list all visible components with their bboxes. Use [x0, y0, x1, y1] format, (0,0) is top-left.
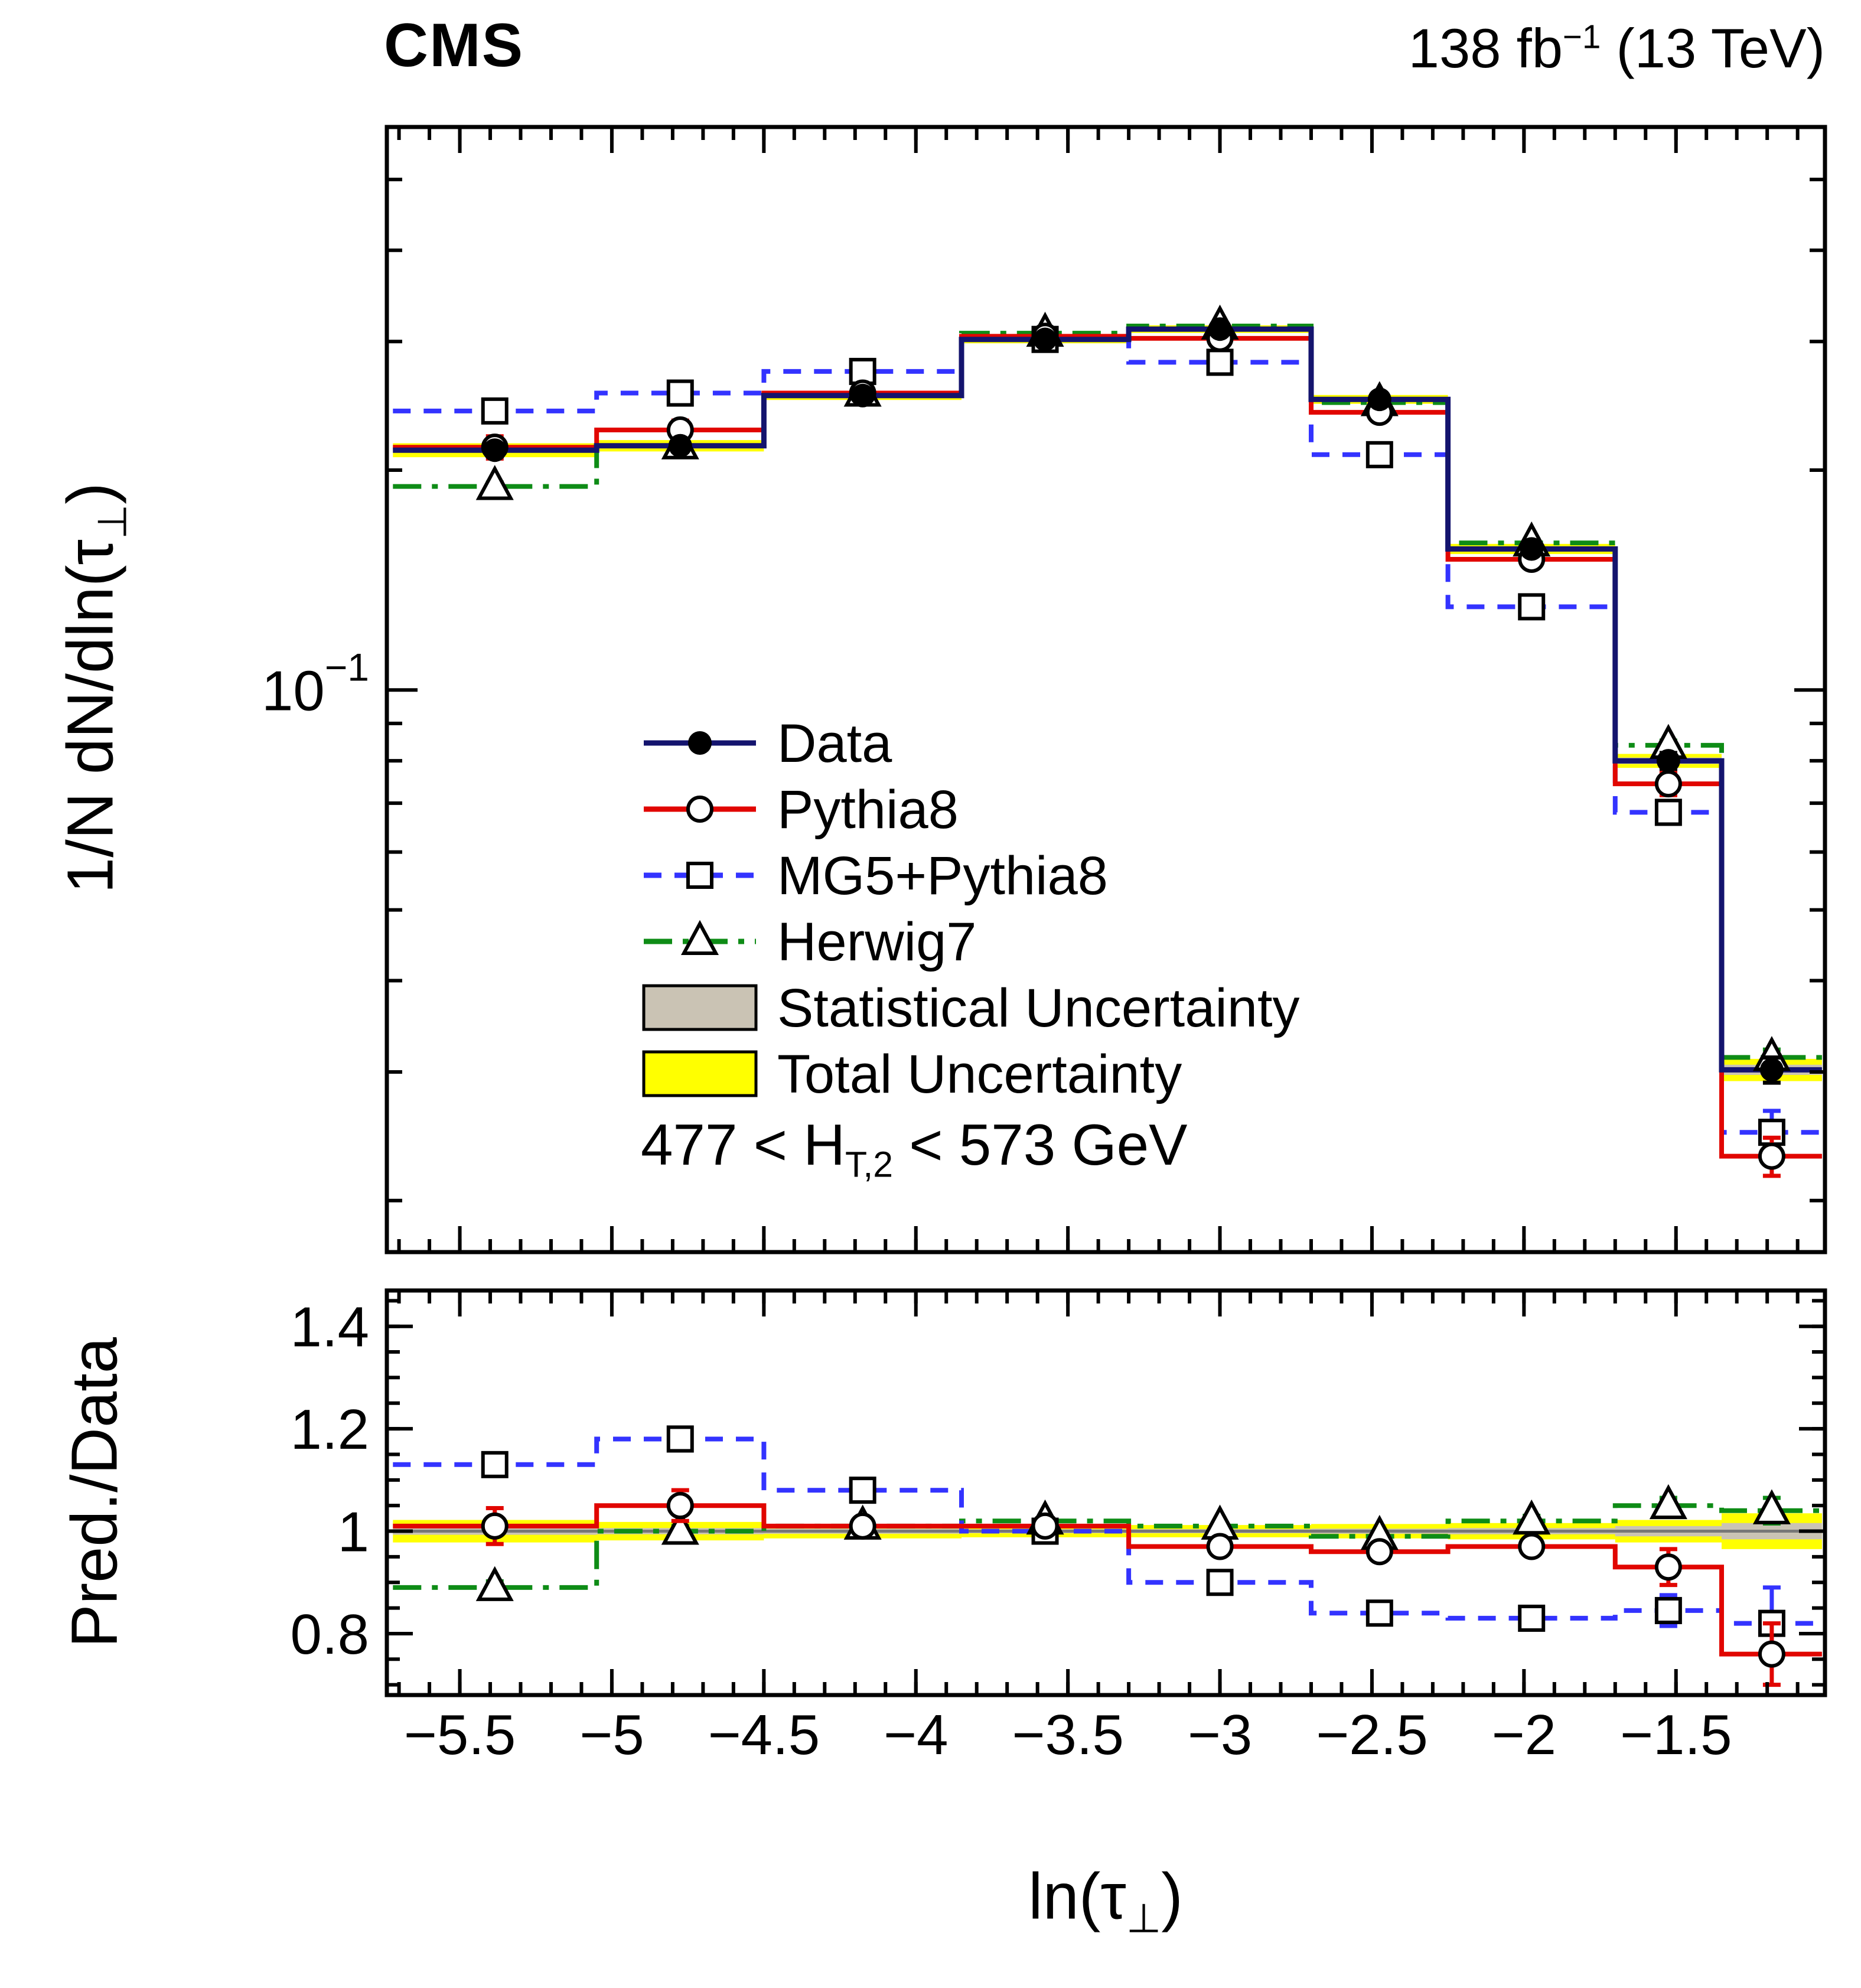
annotation-sub: T,2	[845, 1144, 894, 1185]
legend-item-pythia8: Pythia8	[644, 780, 959, 840]
legend-item-total-uncertainty: Total Uncertainty	[642, 1044, 1182, 1104]
x-tick-label: −2	[1492, 1703, 1556, 1767]
axes	[384, 125, 1827, 1697]
y-main-sub: ⊥	[90, 504, 135, 540]
markers-data	[483, 317, 1784, 1085]
tick-labels: −5.5 −5 −4.5 −4 −3.5 −3 −2.5 −2 −1.5 0.8 1 1.2 1.4 10…	[262, 645, 1732, 1767]
x-tick-label: −5	[579, 1703, 644, 1767]
y-main-post: )	[54, 483, 127, 504]
legend-item-statistical-uncertainty: Statistical Uncertainty	[642, 978, 1300, 1038]
svg-text:Statistical Uncertainty: Statistical Uncertainty	[777, 978, 1300, 1038]
x-tick-label: −2.5	[1316, 1703, 1428, 1767]
x-tick-label: −3	[1188, 1703, 1252, 1767]
y-axis-title-main: 1/N dN/dln(τ⊥)	[53, 483, 136, 894]
x-title-pre: ln(τ	[1028, 1860, 1126, 1933]
total-uncertainty-band-main	[393, 325, 1822, 1081]
x-tick-label: −3.5	[1012, 1703, 1124, 1767]
y-axis-title-ratio: Pred./Data	[58, 1337, 131, 1648]
x-title-sub: ⊥	[1126, 1896, 1162, 1941]
cms-logo-label: CMS	[384, 11, 524, 80]
ht-range-annotation: 477 < HT,2 < 573 GeV	[641, 1112, 1188, 1185]
ratio-panel	[387, 1425, 1825, 1687]
ratio-markers-pythia8	[481, 1488, 1785, 1687]
legend-item-data: Data	[644, 713, 892, 774]
ratio-y-tick-label: 0.8	[291, 1603, 369, 1666]
y-main-pre: 1/N dN/dln(τ	[54, 539, 127, 894]
main-panel	[393, 304, 1822, 1178]
annotation-post: < 573 GeV	[893, 1112, 1188, 1177]
x-tick-label: −1.5	[1620, 1703, 1732, 1767]
legend-item-herwig7: Herwig7	[644, 912, 976, 972]
luminosity-label: 138 fb−1 (13 TeV)	[1409, 17, 1825, 80]
stat-uncertainty-band-main	[393, 328, 1822, 1075]
ratio-hist-pythia8	[393, 1503, 1822, 1657]
ratio-frame	[384, 1288, 1827, 1697]
svg-text:Total Uncertainty: Total Uncertainty	[777, 1044, 1182, 1104]
ratio-y-tick-label: 1	[338, 1501, 369, 1564]
ratio-y-tick-label: 1.4	[291, 1296, 369, 1359]
lumi-exponent: −1	[1563, 18, 1601, 56]
x-axis-title: ln(τ⊥)	[1028, 1859, 1183, 1943]
lumi-prefix: 138 fb	[1408, 17, 1563, 79]
svg-text:MG5+Pythia8: MG5+Pythia8	[777, 846, 1108, 906]
lumi-suffix: (13 TeV)	[1601, 17, 1825, 79]
main-y-tick-label: 10−1	[262, 645, 369, 722]
x-title-post: )	[1161, 1860, 1183, 1933]
ratio-y-tick-label: 1.2	[291, 1398, 369, 1461]
svg-text:Herwig7: Herwig7	[777, 912, 976, 972]
x-tick-label: −4	[884, 1703, 948, 1767]
hist-herwig7	[393, 324, 1822, 1060]
svg-text:Pythia8: Pythia8	[777, 780, 959, 840]
svg-text:Data: Data	[777, 713, 892, 774]
legend: DataPythia8MG5+Pythia8Herwig7Statistical…	[642, 713, 1300, 1104]
legend-item-mg5-pythia8: MG5+Pythia8	[644, 846, 1108, 906]
x-tick-label: −4.5	[708, 1703, 820, 1767]
annotation-pre: 477 < H	[641, 1112, 845, 1177]
x-tick-label: −5.5	[404, 1703, 516, 1767]
